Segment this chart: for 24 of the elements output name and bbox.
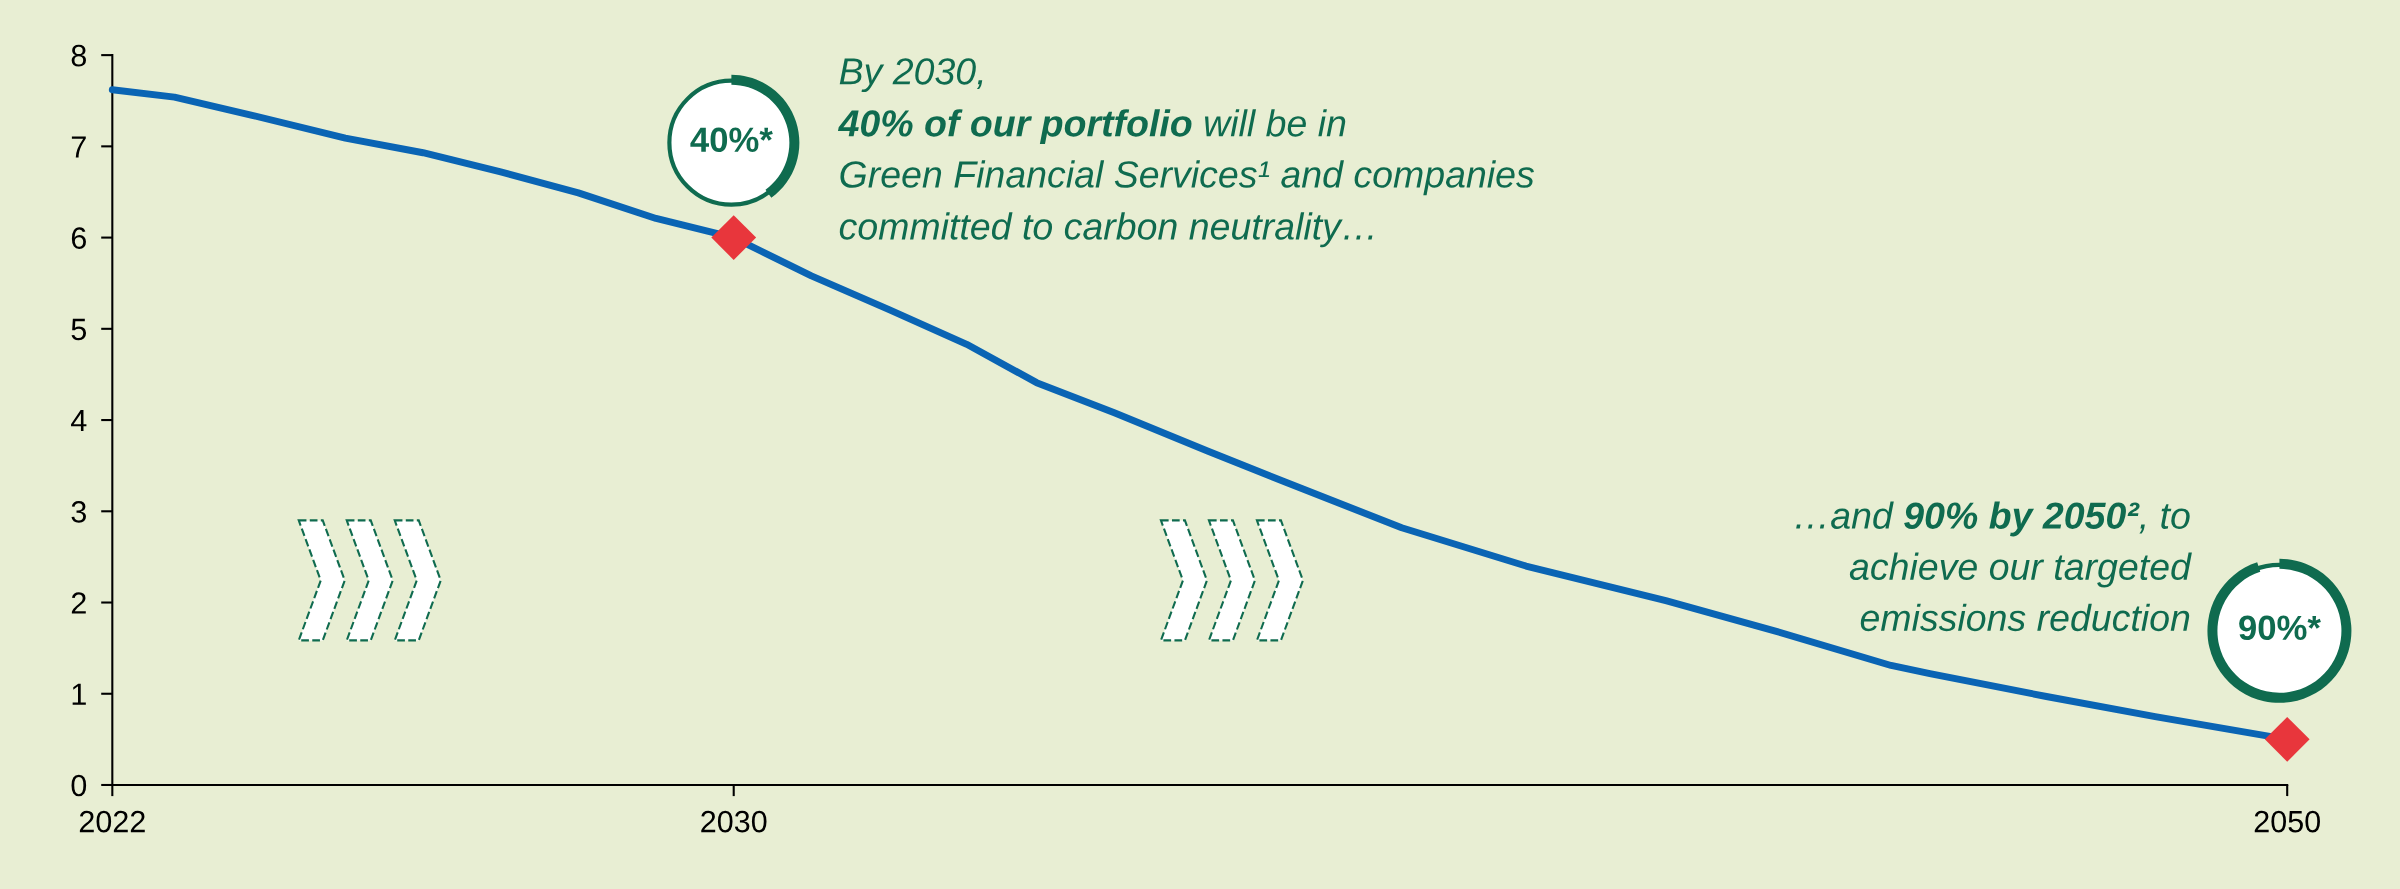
annotation: achieve our targeted — [1849, 552, 2192, 588]
annotation: 90% by 2050² — [1904, 501, 2140, 537]
y-tick-label: 1 — [72, 683, 86, 705]
y-tick-label: 2 — [71, 592, 86, 614]
annotation: …and — [1796, 501, 1894, 530]
x-tick-label: 2050 — [2254, 810, 2320, 833]
annotation: 40%* — [690, 127, 773, 153]
annotation: By 2030, — [839, 58, 983, 93]
annotation: emissions reduction — [1860, 603, 2190, 632]
y-tick-label: 3 — [71, 501, 86, 523]
x-tick-label: 2030 — [701, 810, 767, 833]
y-tick-label: 0 — [71, 774, 87, 797]
annotation: Green Financial Services¹ and companies — [840, 160, 1534, 196]
y-tick-label: 4 — [71, 410, 87, 432]
y-tick-label: 5 — [71, 318, 87, 341]
annotation: committed to carbon neutrality… — [839, 212, 1373, 248]
y-tick-label: 7 — [71, 136, 86, 158]
annotation: 90%* — [2239, 615, 2321, 641]
annotation: , to — [2139, 504, 2190, 534]
annotation: will be in — [1204, 109, 1346, 137]
y-tick-label: 6 — [71, 227, 86, 249]
annotation: 40% of our portfolio — [837, 109, 1192, 145]
x-tick-label: 2022 — [79, 810, 145, 833]
y-tick-label: 8 — [71, 44, 86, 67]
